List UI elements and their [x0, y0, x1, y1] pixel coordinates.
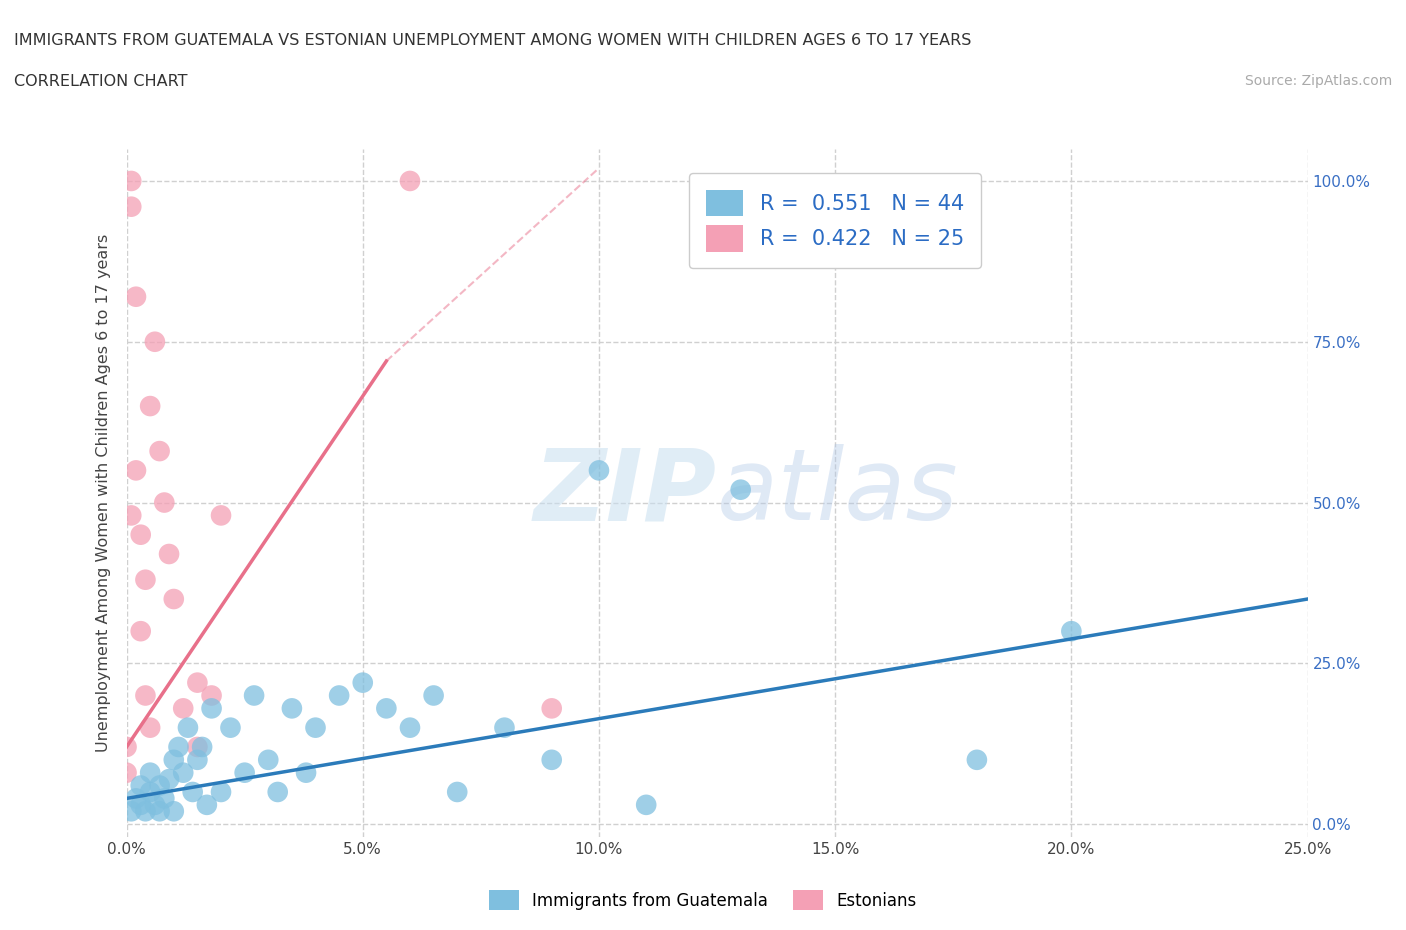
Point — [186, 739, 208, 754]
Point — [257, 752, 280, 767]
Point — [446, 785, 468, 800]
Point — [422, 688, 444, 703]
Point — [209, 508, 232, 523]
Text: atlas: atlas — [717, 445, 959, 541]
Point — [129, 778, 152, 793]
Point — [129, 797, 152, 812]
Legend: R =  0.551   N = 44, R =  0.422   N = 25: R = 0.551 N = 44, R = 0.422 N = 25 — [689, 173, 981, 268]
Point — [200, 688, 222, 703]
Point — [120, 174, 142, 189]
Point — [149, 804, 172, 818]
Point — [120, 508, 142, 523]
Point — [186, 752, 208, 767]
Point — [143, 334, 166, 349]
Point — [163, 591, 186, 606]
Point — [172, 701, 194, 716]
Point — [157, 772, 180, 787]
Point — [636, 797, 658, 812]
Point — [143, 797, 166, 812]
Point — [209, 785, 232, 800]
Point — [125, 791, 148, 806]
Point — [195, 797, 218, 812]
Point — [172, 765, 194, 780]
Point — [588, 463, 610, 478]
Point — [129, 624, 152, 639]
Point — [730, 483, 752, 498]
Point — [115, 739, 138, 754]
Point — [167, 739, 190, 754]
Point — [149, 444, 172, 458]
Point — [139, 765, 162, 780]
Point — [181, 785, 204, 800]
Point — [304, 720, 326, 735]
Point — [540, 752, 562, 767]
Point — [115, 765, 138, 780]
Point — [139, 399, 162, 414]
Point — [1060, 624, 1083, 639]
Point — [153, 791, 176, 806]
Point — [163, 752, 186, 767]
Text: Source: ZipAtlas.com: Source: ZipAtlas.com — [1244, 74, 1392, 88]
Point — [163, 804, 186, 818]
Point — [125, 289, 148, 304]
Point — [966, 752, 988, 767]
Point — [157, 547, 180, 562]
Text: IMMIGRANTS FROM GUATEMALA VS ESTONIAN UNEMPLOYMENT AMONG WOMEN WITH CHILDREN AGE: IMMIGRANTS FROM GUATEMALA VS ESTONIAN UN… — [14, 33, 972, 47]
Point — [540, 701, 562, 716]
Legend: Immigrants from Guatemala, Estonians: Immigrants from Guatemala, Estonians — [482, 884, 924, 917]
Point — [139, 720, 162, 735]
Point — [233, 765, 256, 780]
Point — [125, 463, 148, 478]
Point — [120, 804, 142, 818]
Point — [399, 174, 422, 189]
Point — [134, 804, 156, 818]
Point — [139, 785, 162, 800]
Y-axis label: Unemployment Among Women with Children Ages 6 to 17 years: Unemployment Among Women with Children A… — [96, 233, 111, 752]
Point — [134, 572, 156, 587]
Point — [191, 739, 214, 754]
Point — [149, 778, 172, 793]
Point — [120, 199, 142, 214]
Point — [153, 495, 176, 510]
Point — [267, 785, 290, 800]
Point — [129, 527, 152, 542]
Point — [186, 675, 208, 690]
Point — [134, 688, 156, 703]
Text: ZIP: ZIP — [534, 445, 717, 541]
Text: CORRELATION CHART: CORRELATION CHART — [14, 74, 187, 89]
Point — [328, 688, 350, 703]
Point — [177, 720, 200, 735]
Point — [352, 675, 374, 690]
Point — [375, 701, 398, 716]
Point — [399, 720, 422, 735]
Point — [219, 720, 242, 735]
Point — [281, 701, 304, 716]
Point — [295, 765, 318, 780]
Point — [243, 688, 266, 703]
Point — [494, 720, 516, 735]
Point — [200, 701, 222, 716]
